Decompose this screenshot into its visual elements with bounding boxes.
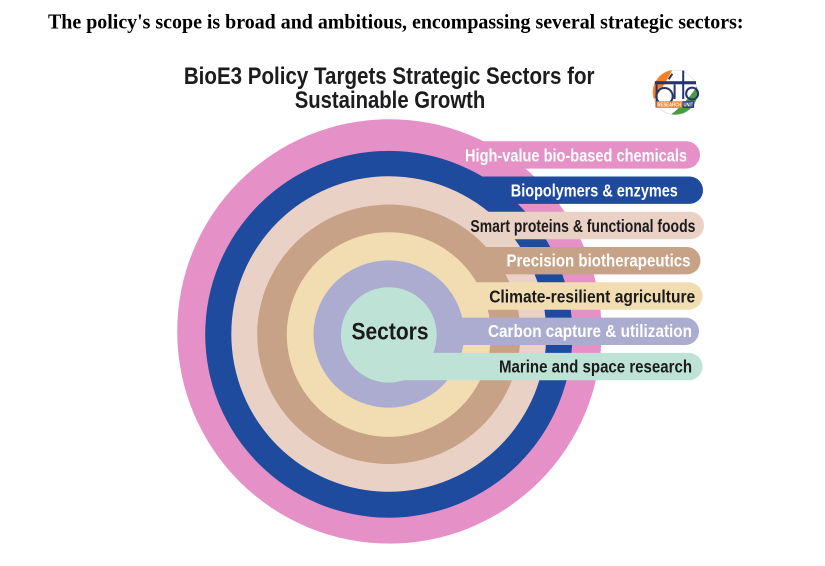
svg-text:Sectors: Sectors bbox=[352, 318, 429, 345]
svg-text:The policy's scope is broad an: The policy's scope is broad and ambitiou… bbox=[48, 10, 744, 34]
svg-text:Marine and space research: Marine and space research bbox=[499, 357, 692, 377]
svg-text:Smart proteins & functional fo: Smart proteins & functional foods bbox=[470, 216, 695, 236]
svg-text:Precision biotherapeutics: Precision biotherapeutics bbox=[507, 251, 691, 271]
svg-text:UNIT: UNIT bbox=[684, 103, 694, 109]
svg-text:Biopolymers & enzymes: Biopolymers & enzymes bbox=[511, 181, 678, 201]
svg-text:BioE3 Policy Targets Strategic: BioE3 Policy Targets Strategic Sectors f… bbox=[184, 63, 595, 90]
svg-text:High-value bio-based chemicals: High-value bio-based chemicals bbox=[465, 145, 687, 165]
svg-text:Climate-resilient agriculture: Climate-resilient agriculture bbox=[489, 286, 695, 306]
svg-text:RESEARCH: RESEARCH bbox=[657, 103, 681, 109]
svg-text:Carbon capture & utilization: Carbon capture & utilization bbox=[488, 321, 692, 341]
svg-text:Sustainable Growth: Sustainable Growth bbox=[295, 87, 486, 114]
